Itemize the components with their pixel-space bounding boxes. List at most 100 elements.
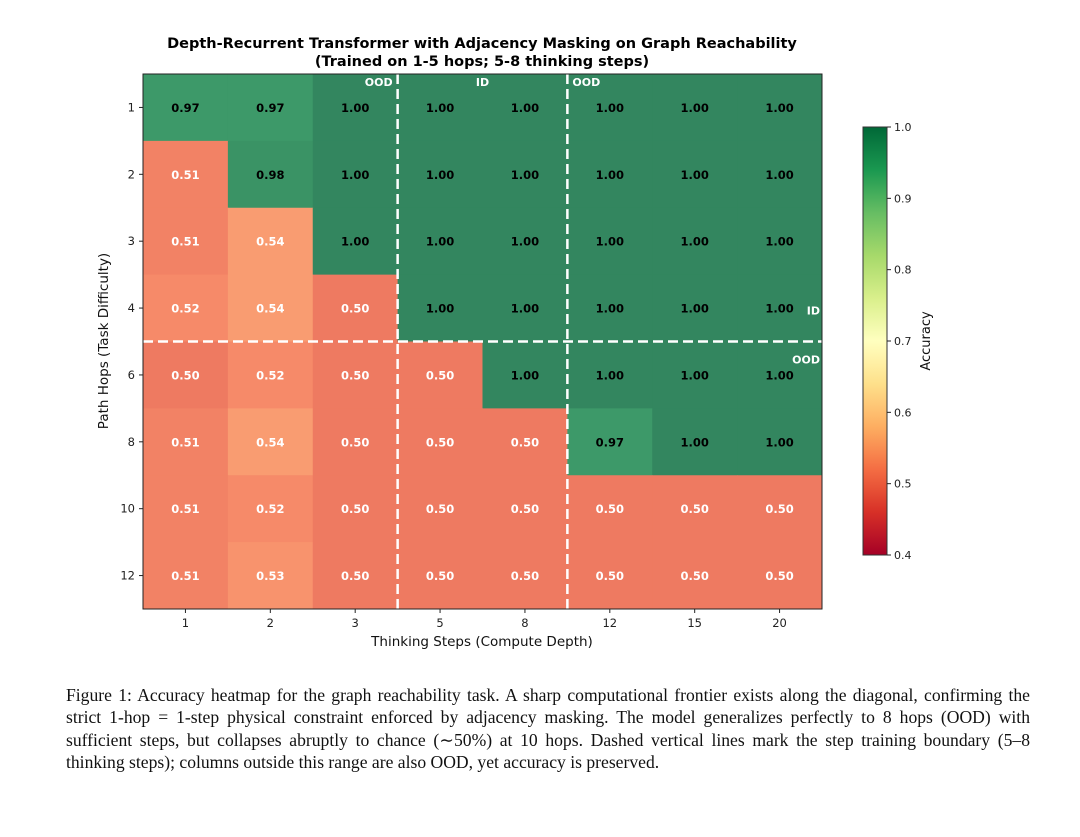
heatmap-cell (397, 408, 483, 476)
heatmap-cell (143, 408, 229, 476)
cell-value-label: 1.00 (681, 368, 709, 382)
y-tick-label: 12 (120, 569, 135, 583)
region-label-top: OOD (572, 76, 600, 89)
heatmap-cell (312, 140, 399, 209)
heatmap-cell (652, 274, 738, 342)
heatmap-cell (312, 542, 399, 610)
heatmap-cell (227, 74, 314, 142)
cell-value-label: 1.00 (341, 168, 369, 182)
boundary-lines (143, 74, 822, 609)
cell-value-label: 1.00 (765, 101, 793, 115)
heatmap-cell (397, 475, 483, 543)
plot-frame (142, 73, 823, 610)
cell-value-label: 0.51 (171, 168, 199, 182)
heatmap-cell (737, 274, 823, 342)
colorbar-tick-label: 0.7 (894, 335, 912, 348)
cell-value-label: 0.50 (426, 368, 454, 382)
heatmap-cell (312, 74, 399, 142)
heatmap-cell (397, 74, 483, 142)
heatmap-cell (567, 74, 653, 142)
cell-value-label: 1.00 (681, 101, 709, 115)
cell-value-label: 1.00 (681, 435, 709, 449)
heatmap-cell (737, 475, 823, 543)
heatmap-cell (567, 341, 653, 409)
cell-value-label: 0.51 (171, 502, 199, 516)
region-label-top: OOD (365, 76, 393, 89)
cell-value-label: 1.00 (341, 235, 369, 249)
caption-text: Accuracy heatmap for the graph reachabil… (66, 685, 1030, 773)
cell-value-label: 0.54 (256, 235, 284, 249)
heatmap-cell (397, 207, 483, 276)
cell-value-label: 1.00 (765, 435, 793, 449)
heatmap-cell (143, 207, 229, 276)
heatmap-cell (312, 207, 399, 276)
cell-value-label: 0.51 (171, 435, 199, 449)
heatmap-cell (143, 74, 229, 142)
x-tick-label: 3 (352, 616, 359, 630)
heatmap-cell (482, 475, 568, 543)
cell-value-label: 0.50 (511, 569, 539, 583)
region-label-top: ID (476, 76, 489, 89)
cell-value-label: 1.00 (426, 302, 454, 316)
cell-value-label: 1.00 (681, 168, 709, 182)
heatmap-cell (397, 542, 483, 610)
colorbar-tick-label: 0.4 (894, 549, 912, 562)
heatmap-cell (312, 274, 399, 342)
y-tick-label: 10 (120, 502, 135, 516)
cell-value-label: 1.00 (426, 168, 454, 182)
colorbar-tick-label: 1.0 (894, 121, 912, 134)
cell-value-label: 0.51 (171, 569, 199, 583)
heatmap-cell (397, 274, 483, 342)
region-labels: OOD ID OOD ID OOD (365, 76, 820, 367)
heatmap-cell (737, 207, 823, 276)
cell-value-label: 0.51 (171, 235, 199, 249)
cell-value-label: 0.52 (256, 368, 284, 382)
heatmap-cell (737, 408, 823, 476)
cell-value-label: 1.00 (511, 368, 539, 382)
heatmap-cell (227, 341, 314, 409)
heatmap-cell (227, 408, 314, 476)
cell-value-label: 0.50 (341, 302, 369, 316)
colorbar-tick-label: 0.9 (894, 192, 912, 205)
cell-value-label: 0.50 (426, 435, 454, 449)
heatmap-cell (737, 542, 823, 610)
y-tick-label: 6 (128, 368, 135, 382)
heatmap-cell (567, 408, 653, 476)
heatmap-cell (567, 475, 653, 543)
colorbar-ticks: 0.4 0.5 0.6 0.7 0.8 0.9 1.0 (887, 121, 912, 562)
y-tick-label: 3 (128, 234, 135, 248)
heatmap-cell (567, 274, 653, 342)
cell-value-label: 0.50 (426, 502, 454, 516)
cell-value-label: 1.00 (765, 235, 793, 249)
cell-value-label: 1.00 (511, 101, 539, 115)
heatmap-cell (143, 341, 229, 409)
cell-value-label: 0.54 (256, 435, 284, 449)
cell-value-label: 0.52 (171, 302, 199, 316)
y-tick-label: 8 (128, 435, 135, 449)
cell-value-label: 1.00 (596, 302, 624, 316)
heatmap-cell (737, 341, 823, 409)
cell-value-label: 1.00 (681, 302, 709, 316)
heatmap-cell (482, 207, 568, 276)
cell-value-label: 1.00 (426, 101, 454, 115)
heatmap-cell (482, 274, 568, 342)
heatmap-cell (227, 475, 314, 543)
region-label-right: OOD (792, 354, 820, 367)
region-label-right: ID (807, 305, 820, 318)
chart-subtitle: (Trained on 1-5 hops; 5-8 thinking steps… (315, 54, 649, 70)
cell-value-label: 0.50 (681, 502, 709, 516)
heatmap-cell (397, 341, 483, 409)
cell-value-label: 0.50 (511, 502, 539, 516)
heatmap-cell (397, 140, 483, 209)
x-tick-label: 12 (602, 616, 617, 630)
heatmap-cell (143, 140, 229, 209)
x-tick-label: 5 (436, 616, 443, 630)
heatmap-cell (312, 475, 399, 543)
cell-value-label: 0.53 (256, 569, 284, 583)
cell-value-label: 0.98 (256, 168, 284, 182)
heatmap-cell (482, 408, 568, 476)
cell-value-label: 1.00 (765, 302, 793, 316)
colorbar-tick-label: 0.5 (894, 478, 912, 491)
heatmap-cell (482, 140, 568, 209)
